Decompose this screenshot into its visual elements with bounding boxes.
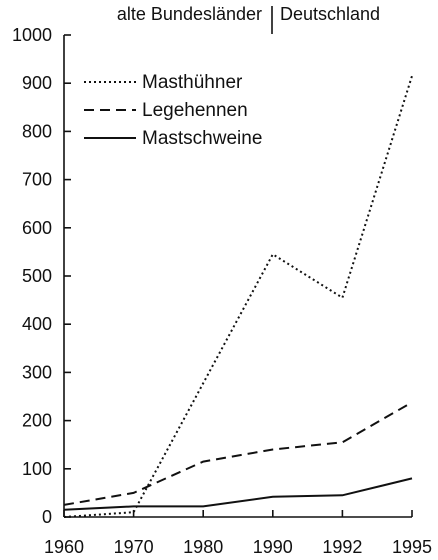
legend-label: Legehennen — [142, 100, 248, 121]
x-tick-label: 1992 — [322, 537, 362, 557]
x-tick-label: 1990 — [253, 537, 293, 557]
series-line-2 — [63, 477, 413, 511]
x-ticks: 1960 1970 1980 1990 1992 1995 — [44, 510, 432, 557]
y-tick-label: 500 — [22, 266, 52, 286]
x-tick-label: 1980 — [183, 537, 223, 557]
legend-label: Mastschweine — [142, 128, 262, 149]
y-tick-label: 800 — [22, 121, 52, 141]
y-tick-label: 300 — [22, 362, 52, 382]
x-tick-label: 1995 — [392, 537, 432, 557]
y-ticks: 0 100 200 300 400 500 600 700 800 900 1000 — [12, 25, 71, 527]
y-tick-label: 900 — [22, 73, 52, 93]
y-tick-label: 700 — [22, 170, 52, 190]
legend-label: Masthühner — [142, 72, 243, 93]
y-tick-label: 0 — [42, 507, 52, 527]
y-tick-label: 100 — [22, 459, 52, 479]
y-tick-label: 400 — [22, 314, 52, 334]
series-line-1 — [63, 401, 413, 506]
y-tick-label: 1000 — [12, 25, 52, 45]
legend: Masthühner Legehennen Mastschweine — [84, 72, 262, 149]
header-right-label: Deutschland — [280, 4, 380, 24]
series-lines — [63, 75, 413, 518]
series-line-0 — [63, 75, 413, 518]
y-tick-label: 200 — [22, 411, 52, 431]
header-left-label: alte Bundesländer — [117, 4, 262, 24]
x-tick-label: 1970 — [114, 537, 154, 557]
x-tick-label: 1960 — [44, 537, 84, 557]
y-tick-label: 600 — [22, 218, 52, 238]
